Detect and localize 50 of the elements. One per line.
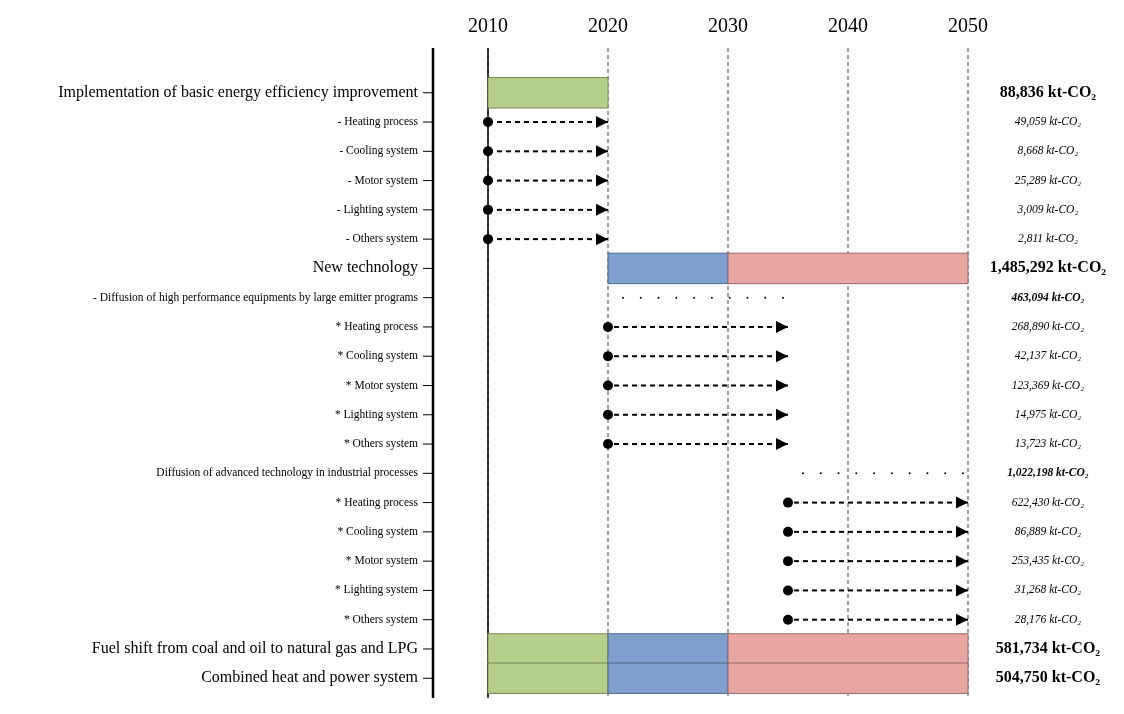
text: 88,836 kt-CO₂ <box>999 82 1097 100</box>
y-tick-label: * Others system <box>343 436 419 450</box>
text: 14,975 kt-CO₂ <box>1014 407 1082 420</box>
text: 463,094 kt-CO₂ <box>1011 290 1085 303</box>
y-tick-label: Diffusion of advanced technology in industrial processes <box>156 465 419 479</box>
text: 622,430 kt-CO₂ <box>1011 495 1085 508</box>
y-tick-label: Implementation of basic energy efficiency improvement <box>58 82 419 101</box>
x-tick-label: 2030 <box>708 14 748 36</box>
text: 49,059 kt-CO₂ <box>1014 114 1082 127</box>
y-tick-label: - Cooling system <box>339 143 419 157</box>
text: 2,811 kt-CO₂ <box>1018 231 1078 244</box>
y-tick-label: * Cooling system <box>337 348 419 362</box>
text: 253,435 kt-CO₂ <box>1011 553 1085 566</box>
bar <box>607 252 729 285</box>
text: 31,268 kt-CO₂ <box>1014 583 1082 596</box>
text: 13,723 kt-CO₂ <box>1014 436 1082 449</box>
y-tick-label: * Lighting system <box>334 583 419 597</box>
text: 1,485,292 kt-CO₂ <box>989 258 1107 276</box>
y-tick-label: Fuel shift from coal and oil to natural gas and LPG <box>91 638 419 657</box>
text: 8,668 kt-CO₂ <box>1017 143 1079 156</box>
y-tick-label: * Heating process <box>335 319 419 333</box>
text: 3,009 kt-CO₂ <box>1017 202 1079 215</box>
x-tick-label: 2050 <box>948 14 988 36</box>
y-tick-label: * Lighting system <box>334 407 419 421</box>
y-tick-label: - Heating process <box>337 114 419 128</box>
y-tick-label: - Motor system <box>347 173 419 187</box>
x-tick-label: 2020 <box>588 14 628 36</box>
y-tick-label: - Others system <box>345 231 419 245</box>
x-tick-label: 2010 <box>468 14 508 36</box>
y-tick-label: * Others system <box>343 612 419 626</box>
text: 28,176 kt-CO₂ <box>1014 612 1082 625</box>
bar <box>487 77 609 109</box>
y-tick-label: - Diffusion of high performance equipments by large emitter programs <box>93 290 419 304</box>
x-tick-label: 2040 <box>828 14 868 36</box>
y-tick-label: New technology <box>312 258 418 277</box>
text: 1,022,198 kt-CO₂ <box>1007 465 1089 478</box>
y-tick-label: - Lighting system <box>336 202 419 216</box>
text: 42,137 kt-CO₂ <box>1014 348 1082 361</box>
text: 504,750 kt-CO₂ <box>995 667 1101 685</box>
y-tick-label: * Heating process <box>335 495 419 509</box>
text: 25,289 kt-CO₂ <box>1014 173 1082 186</box>
y-tick-label: Combined heat and power system <box>201 667 419 686</box>
text: 86,889 kt-CO₂ <box>1014 524 1082 537</box>
text: 268,890 kt-CO₂ <box>1011 319 1085 332</box>
text: 123,369 kt-CO₂ <box>1011 378 1085 391</box>
y-tick-label: * Motor system <box>345 553 419 567</box>
bar <box>727 252 969 285</box>
y-tick-label: * Cooling system <box>337 524 419 538</box>
text: 581,734 kt-CO₂ <box>995 638 1101 656</box>
y-tick-label: * Motor system <box>345 378 419 392</box>
